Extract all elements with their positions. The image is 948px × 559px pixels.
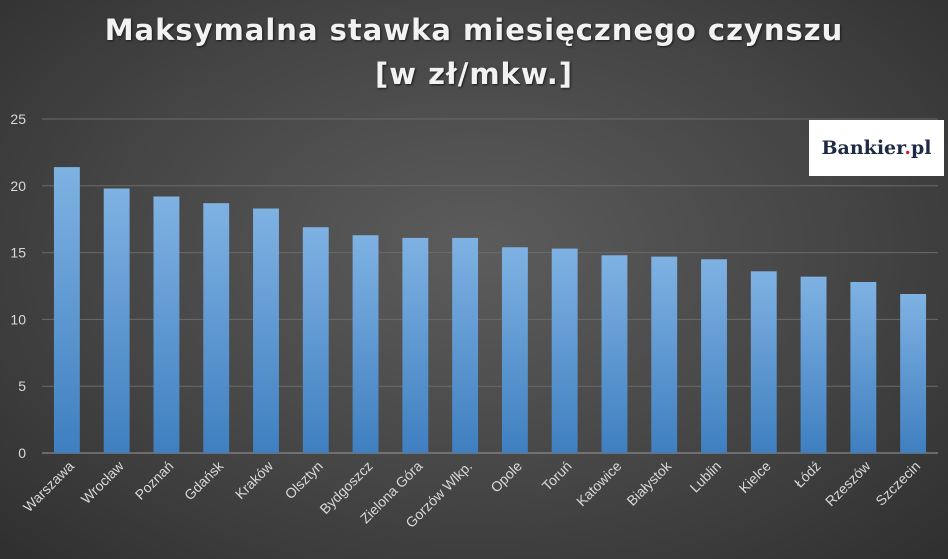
gridlines (42, 118, 938, 454)
bar (203, 203, 230, 453)
bar (850, 281, 877, 453)
x-tick-label: Toruń (539, 458, 575, 494)
y-tick-label: 10 (10, 311, 26, 327)
bar (601, 255, 628, 453)
x-tick-label: Rzeszów (822, 457, 874, 509)
y-tick-label: 15 (10, 245, 26, 261)
bar (103, 188, 130, 454)
bar (701, 259, 727, 453)
bar (253, 208, 279, 453)
chart-title: Maksymalna stawka miesięcznego czynszu (104, 13, 844, 47)
bar (352, 235, 379, 453)
x-tick-label: Poznań (132, 458, 177, 503)
bar (302, 227, 329, 453)
x-tick-label: Kielce (736, 458, 774, 496)
y-tick-label: 0 (18, 445, 26, 461)
bar (501, 247, 528, 453)
x-tick-label: Wrocław (78, 457, 128, 507)
y-axis-ticks: 0 5 10 15 20 25 (10, 111, 26, 461)
x-tick-label: Łódź (791, 458, 824, 491)
bar (651, 256, 678, 453)
bar (53, 167, 80, 453)
chart-subtitle: [w zł/mkw.] (374, 57, 574, 91)
y-tick-label: 5 (18, 378, 26, 394)
x-tick-label: Opole (487, 458, 525, 496)
bankier-logo: Bankier.pl (809, 120, 944, 176)
bar (800, 276, 827, 453)
x-tick-label: Białystok (623, 457, 675, 509)
x-tick-label: Lublin (686, 458, 724, 496)
x-tick-label: Katowice (573, 458, 625, 510)
bar (402, 237, 429, 453)
x-tick-label: Olsztyn (282, 458, 326, 502)
x-axis-labels: Warszawa Wrocław Poznań Gdańsk Kraków Olsztyn… (20, 457, 923, 531)
bar (153, 196, 180, 453)
bar (551, 248, 578, 453)
y-tick-label: 20 (10, 178, 26, 194)
x-tick-label: Kraków (232, 457, 277, 502)
bar (452, 237, 479, 453)
x-tick-label: Gdańsk (181, 457, 227, 503)
x-tick-label: Warszawa (20, 458, 77, 515)
y-tick-label: 25 (10, 111, 26, 127)
bar (900, 294, 927, 453)
bar (750, 271, 777, 453)
bars (53, 167, 927, 454)
logo-text: Bankier.pl (821, 137, 932, 159)
x-tick-label: Szczecin (872, 458, 923, 509)
